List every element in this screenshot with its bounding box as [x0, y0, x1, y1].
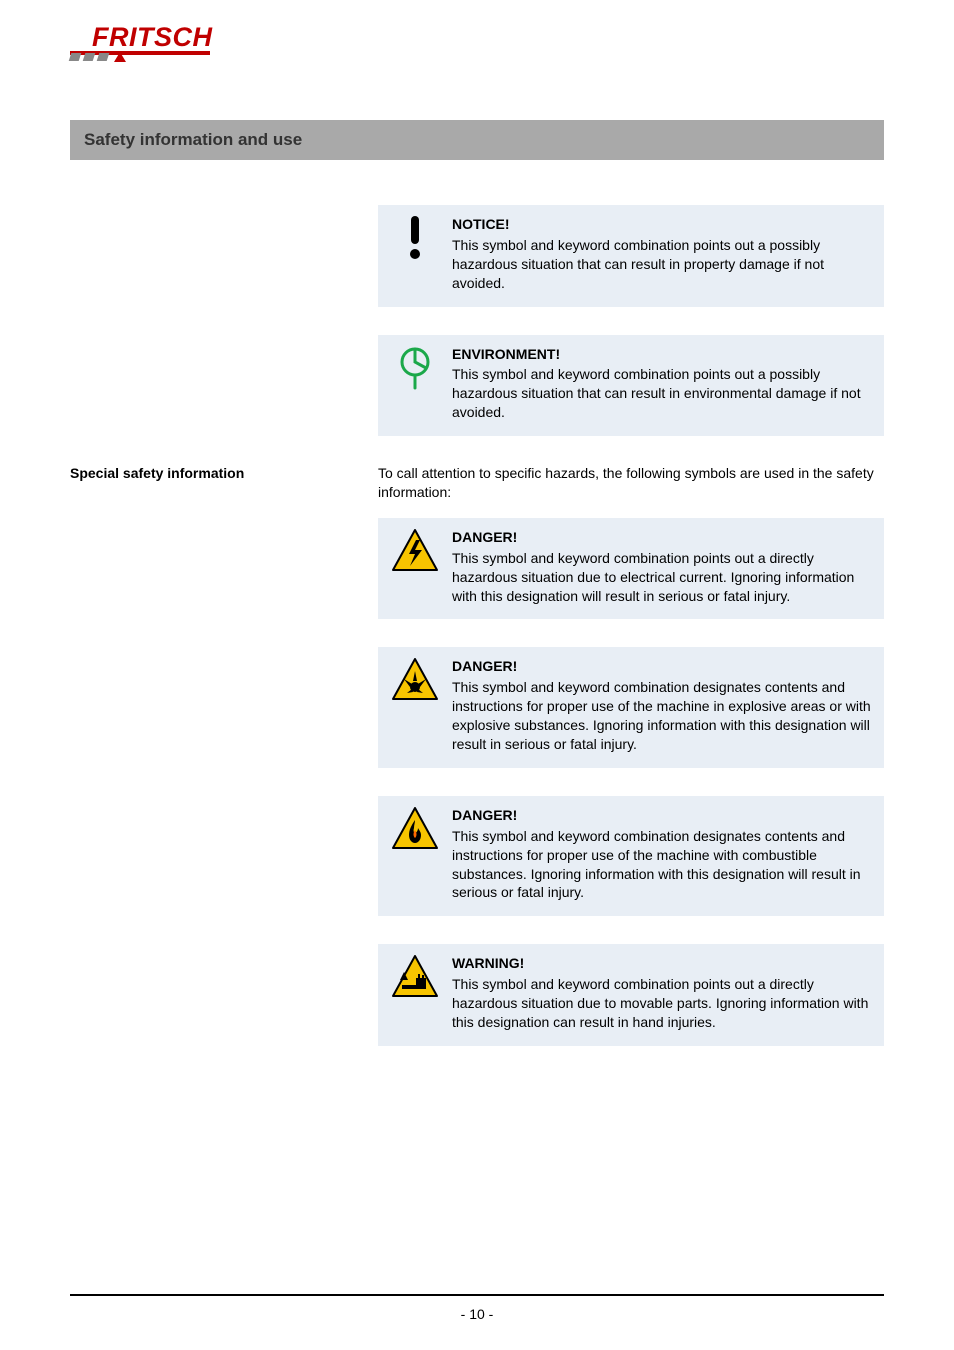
special-safety-row: Special safety information To call atten…: [70, 464, 884, 502]
callout-danger-fire: DANGER! This symbol and keyword combinat…: [378, 796, 884, 916]
callout-text: This symbol and keyword combination desi…: [452, 678, 872, 754]
special-safety-label: Special safety information: [70, 464, 378, 502]
callout-danger-electric: DANGER! This symbol and keyword combinat…: [378, 518, 884, 620]
footer-divider: [70, 1294, 884, 1296]
explosion-hazard-icon: [390, 657, 440, 703]
callout-warning-hand: WARNING! This symbol and keyword combina…: [378, 944, 884, 1046]
callout-danger-explosive: DANGER! This symbol and keyword combinat…: [378, 647, 884, 767]
callout-text: This symbol and keyword combination poin…: [452, 365, 872, 422]
electric-hazard-icon: [390, 528, 440, 574]
callout-title: WARNING!: [452, 954, 872, 973]
callout-title: NOTICE!: [452, 215, 872, 234]
section-banner: Safety information and use: [70, 120, 884, 160]
callout-title: ENVIRONMENT!: [452, 345, 872, 364]
callout-text: This symbol and keyword combination poin…: [452, 549, 872, 606]
notice-icon: [390, 215, 440, 261]
callout-text: This symbol and keyword combination poin…: [452, 975, 872, 1032]
callout-notice: NOTICE! This symbol and keyword combinat…: [378, 205, 884, 307]
callout-text: This symbol and keyword combination poin…: [452, 236, 872, 293]
callout-environment: ENVIRONMENT! This symbol and keyword com…: [378, 335, 884, 437]
brand-logo-dashes: [70, 53, 240, 62]
callout-text: This symbol and keyword combination desi…: [452, 827, 872, 903]
callout-title: DANGER!: [452, 528, 872, 547]
brand-logo-text: FRITSCH: [92, 22, 240, 53]
callout-title: DANGER!: [452, 657, 872, 676]
special-safety-intro: To call attention to specific hazards, t…: [378, 464, 884, 502]
page-content: NOTICE! This symbol and keyword combinat…: [70, 205, 884, 1074]
page-number: - 10 -: [0, 1306, 954, 1322]
brand-logo: FRITSCH: [70, 22, 240, 70]
hand-hazard-icon: [390, 954, 440, 1000]
callout-title: DANGER!: [452, 806, 872, 825]
section-banner-title: Safety information and use: [84, 130, 870, 150]
environment-icon: [390, 345, 440, 391]
fire-hazard-icon: [390, 806, 440, 852]
